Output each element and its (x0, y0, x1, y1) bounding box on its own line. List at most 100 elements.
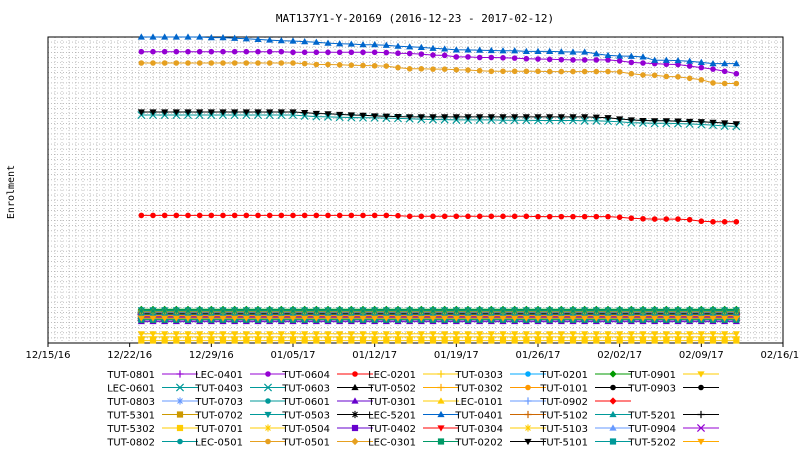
data-point (557, 114, 565, 121)
legend-label: LEC-0401 (195, 370, 243, 381)
data-point (231, 109, 239, 116)
data-point (674, 56, 682, 64)
legend-swatch-marker (176, 397, 184, 405)
legend-label: TUT-0304 (454, 424, 503, 435)
data-point (569, 315, 577, 322)
data-point (138, 337, 145, 344)
data-point (418, 66, 425, 72)
series-layer (137, 33, 741, 344)
legend-label: TUT-0504 (281, 424, 330, 435)
data-point (138, 60, 145, 66)
data-point (395, 64, 401, 71)
data-point (301, 331, 309, 338)
data-point (406, 114, 414, 121)
data-point (406, 50, 413, 57)
data-point (663, 216, 670, 222)
data-point (208, 337, 215, 344)
data-point (219, 307, 227, 315)
data-point (360, 49, 366, 56)
data-point (161, 48, 168, 55)
data-point (394, 331, 402, 338)
data-point (487, 331, 495, 338)
data-point (184, 315, 192, 322)
data-point (721, 315, 729, 322)
data-point (499, 114, 507, 121)
data-point (289, 109, 297, 116)
data-point (371, 113, 379, 120)
data-point (476, 46, 484, 53)
data-point (289, 307, 297, 315)
data-point (533, 116, 543, 125)
data-point (255, 60, 261, 66)
data-point (324, 337, 332, 344)
data-point (220, 212, 226, 219)
data-point (161, 33, 169, 40)
data-point (371, 212, 378, 219)
data-point (569, 307, 577, 315)
data-point (172, 33, 180, 40)
data-point (651, 315, 659, 322)
data-point (313, 337, 320, 344)
legend-swatch-marker (351, 410, 359, 419)
data-point (476, 315, 484, 322)
legend-swatch-marker (265, 371, 271, 377)
data-point (242, 307, 250, 315)
data-point (196, 337, 203, 344)
legend-label: TUT-0101 (539, 384, 588, 395)
data-point (266, 307, 274, 315)
legend-label: TUT-0202 (454, 438, 503, 449)
data-point (196, 33, 204, 40)
data-point (336, 49, 343, 56)
data-point (324, 307, 332, 315)
data-point (429, 331, 437, 338)
data-point (231, 60, 238, 66)
data-point (429, 114, 437, 121)
data-point (231, 34, 239, 41)
data-point (359, 315, 367, 322)
data-point (137, 331, 145, 338)
data-point (231, 331, 239, 338)
legend-label: TUT-0904 (627, 424, 676, 435)
legend-label: TUT-5103 (539, 424, 588, 435)
data-point (499, 315, 507, 322)
series-tut-5202 (137, 315, 740, 322)
data-point (662, 315, 670, 322)
data-point (254, 109, 262, 116)
data-point (429, 307, 437, 315)
data-point (697, 315, 705, 322)
data-point (581, 307, 589, 315)
data-point (697, 119, 705, 126)
data-point (639, 331, 647, 338)
legend-label: TUT-0703 (194, 397, 243, 408)
data-point (511, 55, 518, 61)
data-point (266, 48, 273, 55)
data-point (616, 337, 623, 344)
data-point (266, 331, 274, 338)
legend-label: TUT-0201 (539, 370, 588, 381)
data-point (243, 212, 250, 219)
x-axis: 12/15/16 12/22/16 12/29/16 01/05/17 01/12/17… (26, 343, 800, 361)
series-line (141, 111, 737, 125)
series-line (141, 51, 737, 75)
data-point (593, 213, 600, 220)
series-line (141, 114, 737, 127)
data-point (348, 337, 355, 344)
data-point (348, 212, 355, 219)
data-point (651, 216, 658, 222)
data-point (347, 40, 355, 47)
data-point (161, 315, 169, 322)
data-point (488, 337, 495, 344)
data-point (184, 337, 192, 344)
data-point (137, 33, 145, 40)
data-point (207, 315, 215, 322)
data-point (557, 331, 565, 338)
data-point (382, 331, 390, 338)
legend-swatch-marker (352, 371, 358, 377)
data-point (593, 337, 600, 344)
data-point (651, 307, 659, 315)
data-point (406, 213, 413, 220)
data-point (674, 315, 682, 322)
data-point (290, 60, 296, 66)
data-point (161, 337, 168, 344)
data-point (535, 213, 541, 220)
